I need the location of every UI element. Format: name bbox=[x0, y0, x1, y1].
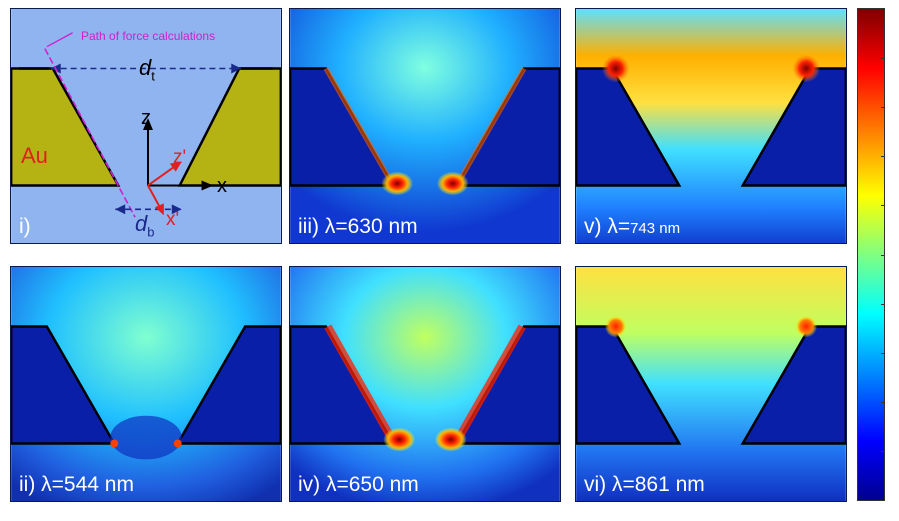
panel-label-iii: iii) λ=630 nm bbox=[298, 215, 418, 238]
field-panel-vi: vi) λ=861 nm bbox=[575, 266, 847, 502]
colorbar-tick bbox=[881, 156, 885, 157]
au-label: Au bbox=[21, 143, 48, 168]
panel-label-ii: ii) λ=544 nm bbox=[19, 473, 134, 496]
schematic-panel: Path of force calculations dt Au z x z' … bbox=[10, 8, 282, 244]
dt-label: dt bbox=[139, 55, 155, 84]
field-map-v bbox=[576, 9, 846, 243]
colorbar-tick bbox=[881, 58, 885, 59]
panel-label-i: i) bbox=[19, 215, 31, 238]
z-prime-arrow bbox=[147, 164, 177, 187]
colorbar-tick bbox=[881, 205, 885, 206]
field-panel-iii: iii) λ=630 nm bbox=[289, 8, 561, 244]
field-panel-ii: ii) λ=544 nm bbox=[10, 266, 282, 502]
field-map-ii bbox=[11, 267, 281, 501]
db-label: db bbox=[135, 211, 155, 240]
z-axis-label: z bbox=[141, 107, 151, 129]
panel-label-iv: iv) λ=650 nm bbox=[298, 473, 419, 496]
colorbar-tick bbox=[881, 402, 885, 403]
x-prime-label: x' bbox=[166, 209, 180, 230]
colorbar-tick bbox=[881, 353, 885, 354]
x-prime-arrow bbox=[147, 185, 161, 208]
colorbar-tick bbox=[881, 451, 885, 452]
field-map-iv bbox=[290, 267, 560, 501]
panel-label-vi: vi) λ=861 nm bbox=[584, 473, 705, 496]
colorbar-tick bbox=[881, 255, 885, 256]
colorbar-tick bbox=[881, 107, 885, 108]
x-axis-label: x bbox=[217, 175, 227, 197]
colorbar-tick bbox=[881, 304, 885, 305]
colorbar bbox=[857, 8, 885, 501]
field-map-vi bbox=[576, 267, 846, 501]
field-map-iii bbox=[290, 9, 560, 243]
panel-label-v: v) λ=743 nm bbox=[584, 215, 681, 238]
z-prime-label: z' bbox=[173, 147, 187, 168]
field-panel-v: v) λ=743 nm bbox=[575, 8, 847, 244]
path-label: Path of force calculations bbox=[81, 29, 216, 43]
field-panel-iv: iv) λ=650 nm bbox=[289, 266, 561, 502]
schematic-drawing bbox=[11, 9, 281, 243]
force-path-line bbox=[44, 48, 136, 218]
